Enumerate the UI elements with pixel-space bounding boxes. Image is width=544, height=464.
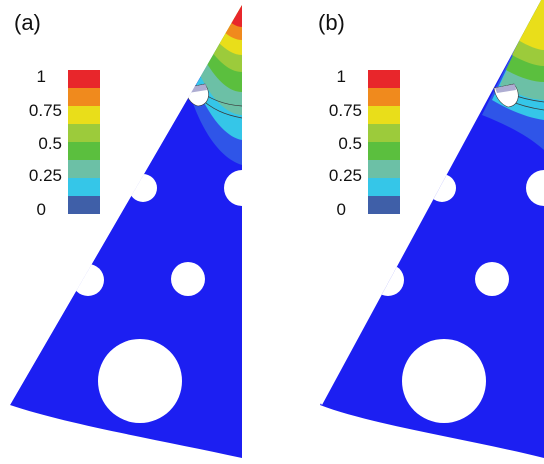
colorbar-swatch <box>68 70 100 88</box>
colorbar-tick-label: 0.75 <box>328 101 362 120</box>
colorbar-swatch <box>68 124 100 142</box>
colorbar-swatch <box>68 160 100 178</box>
contour-bands <box>190 5 242 165</box>
hole-small <box>475 262 509 296</box>
colorbar-tick-label: 1 <box>336 67 346 86</box>
colorbar-swatch <box>68 88 100 106</box>
hole-large <box>402 339 486 423</box>
colorbar-swatch <box>368 124 400 142</box>
colorbar-swatch <box>368 142 400 160</box>
colorbar-tick-label: 0.25 <box>28 166 62 185</box>
hole-small <box>171 262 205 296</box>
colorbar-swatch <box>68 142 100 160</box>
colorbar-swatch <box>368 70 400 88</box>
colorbar-tick-label: 1 <box>36 67 46 86</box>
sector-geometry-b <box>320 0 544 458</box>
hole-large <box>98 339 182 423</box>
colorbar-swatch <box>368 178 400 196</box>
hole-edge-lower <box>72 264 104 296</box>
colorbar-tick-label: 0 <box>336 200 346 219</box>
colorbar-swatch <box>68 178 100 196</box>
colorbar-tick-label: 0.75 <box>28 101 62 120</box>
hole-edge-upper <box>129 174 157 202</box>
colorbar-tick-label: 0 <box>36 200 46 219</box>
colorbar-tick-label: 0.5 <box>38 134 62 153</box>
colorbar-swatch <box>368 160 400 178</box>
sector-geometry-a <box>10 5 242 458</box>
colorbar-swatch <box>68 106 100 124</box>
hole-right-edge <box>224 170 242 206</box>
field-region <box>10 5 242 458</box>
colorbar-tick-label: 0.5 <box>338 134 362 153</box>
panel-label-b: (b) <box>318 10 345 35</box>
holes <box>372 170 544 423</box>
colorbar-swatch <box>368 88 400 106</box>
hole-right-edge <box>526 170 544 206</box>
holes <box>72 170 242 423</box>
colorbar-swatch <box>368 196 400 214</box>
colorbar-a <box>68 70 100 214</box>
hole-edge-upper <box>428 174 456 202</box>
panel-a: (a) 1 0.75 0.5 0.25 0 <box>10 5 242 458</box>
colorbar-swatch <box>368 106 400 124</box>
panel-label-a: (a) <box>14 10 41 35</box>
colorbar-tick-label: 0.25 <box>328 166 362 185</box>
colorbar-swatch <box>68 196 100 214</box>
panel-b: (b) 1 0.75 0.5 0.25 0 <box>272 0 544 464</box>
hole-edge-lower <box>372 264 404 296</box>
colorbar-b <box>368 70 400 214</box>
